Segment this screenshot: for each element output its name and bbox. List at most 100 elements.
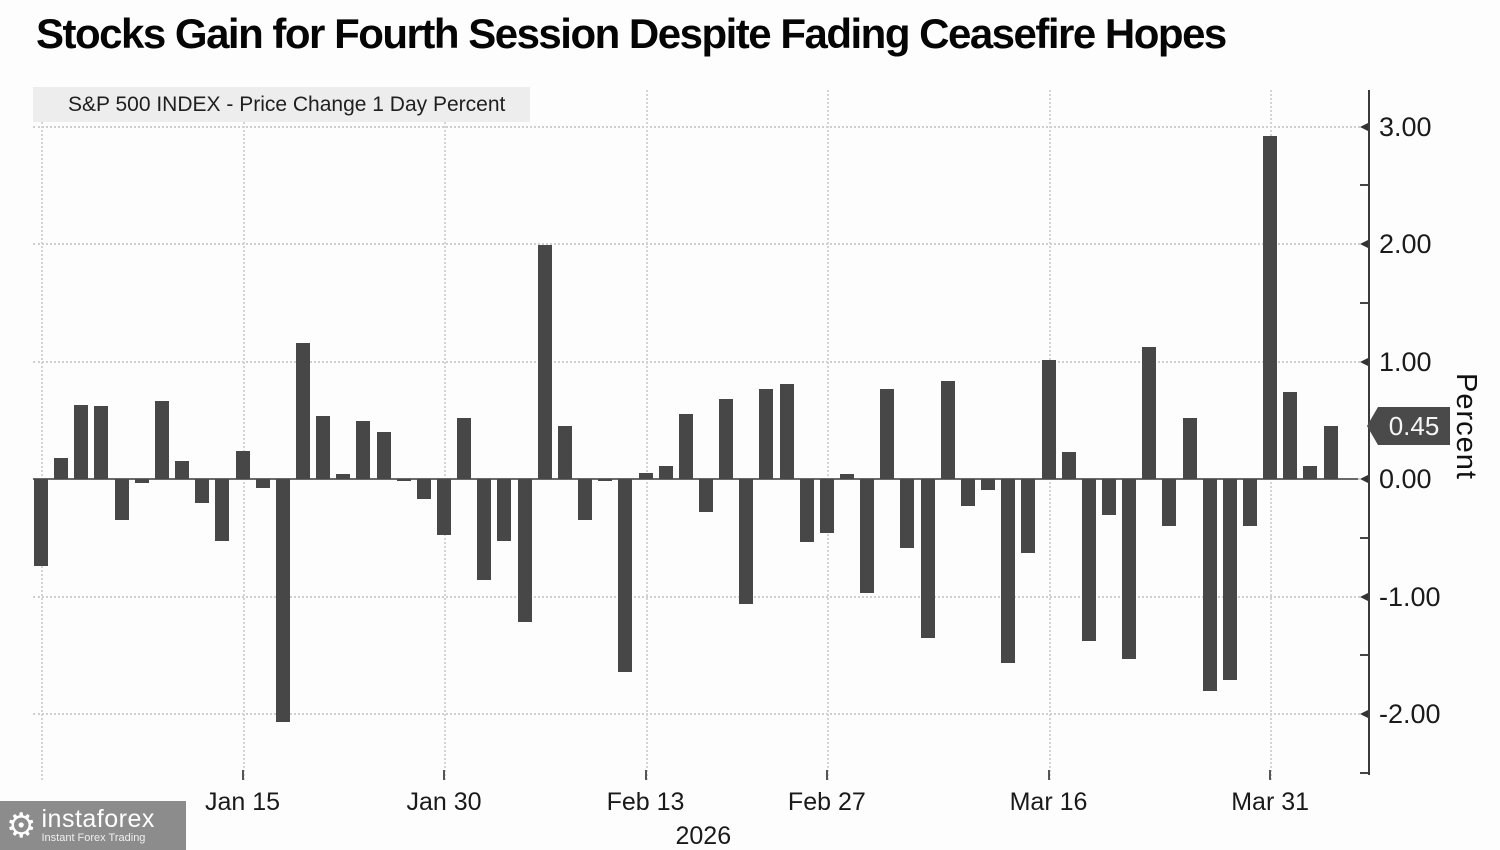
bar [739,479,754,604]
y-tick-arrow-icon [1360,239,1370,249]
current-value-badge: 0.45 [1367,407,1451,446]
bar [416,479,431,499]
bar [759,388,774,479]
bar [1142,347,1157,479]
h-gridline [33,360,1368,363]
bar [316,415,331,479]
x-tick [443,770,445,780]
bar [981,479,996,490]
bar [275,479,290,723]
bar [940,381,955,479]
x-axis-tick-label: Mar 31 [1231,788,1310,816]
bar [1041,360,1056,479]
bar [396,479,411,482]
bar [1323,426,1338,479]
bar [215,479,230,542]
y-minor-tick [1360,301,1369,304]
bar [1283,392,1298,479]
x-axis-year-label: 2026 [675,822,732,850]
bar [618,479,633,672]
y-minor-tick [1360,184,1369,187]
bar [900,479,915,549]
x-axis-tick-label: Feb 13 [606,788,685,816]
current-value-text: 0.45 [1378,407,1450,446]
y-tick-arrow-icon [1360,709,1370,719]
bar [235,450,250,479]
bar [799,479,814,543]
bar [356,421,371,479]
bar [537,245,552,479]
watermark-name: instaforex [41,805,155,833]
zero-baseline [33,478,1358,480]
bar [678,414,693,479]
bar [1021,479,1036,554]
h-gridline [33,595,1368,598]
y-tick-arrow-icon [1360,591,1370,602]
x-tick [825,770,828,780]
watermark-tagline: Instant Forex Trading [41,832,146,844]
bar [719,399,734,479]
bar [54,457,69,479]
x-tick [1269,770,1272,780]
bar [477,479,492,581]
v-gridline [444,90,446,780]
bar [1101,479,1116,516]
bar [114,479,129,521]
bar [336,474,351,479]
h-gridline [33,713,1368,715]
v-gridline [645,90,648,780]
v-gridline [41,90,43,780]
y-tick-arrow-icon [1360,356,1370,367]
bar [34,479,48,566]
bar [134,479,149,483]
gear-logo-icon: ⚙ [6,806,37,845]
bar [94,406,109,479]
bar [819,479,834,534]
bar [517,479,532,623]
bar [175,461,190,479]
bar [920,479,935,638]
bar [1263,135,1278,479]
chart-title: Stocks Gain for Fourth Session Despite F… [36,10,1227,57]
bar [880,388,895,479]
bar [557,426,572,479]
bar [1122,479,1137,659]
bar [638,473,653,479]
y-tick-arrow-icon [1360,474,1370,484]
legend-label: S&P 500 INDEX - Price Change 1 Day Perce… [68,92,506,116]
y-axis-tick-label: -2.00 [1379,699,1441,729]
y-axis-tick-label: 2.00 [1379,229,1432,259]
bar [195,479,210,503]
y-minor-tick [1360,536,1369,539]
bar [154,401,169,479]
bar [578,479,593,521]
bar [1061,451,1076,479]
x-axis-tick-label: Mar 16 [1009,788,1088,816]
x-tick [1047,770,1050,780]
bar [1162,479,1177,526]
bar [960,479,975,507]
bar [457,417,472,479]
y-tick-arrow-icon [1360,121,1370,132]
bar [860,479,875,593]
bar [295,342,310,479]
bar [1081,479,1096,642]
bar [255,479,270,489]
y-axis-tick-label: 1.00 [1379,346,1432,377]
h-gridline [33,125,1368,128]
bar [698,479,713,512]
y-axis-tick-label: 0.00 [1379,464,1432,494]
bar [1182,417,1197,479]
x-tick [241,770,244,780]
x-axis-tick-label: Jan 30 [406,788,482,816]
instaforex-watermark: ⚙ instaforex Instant Forex Trading [0,801,186,850]
bar [497,479,512,542]
bar [376,432,391,479]
x-axis-tick-label: Feb 27 [787,788,866,816]
y-minor-tick [1360,771,1369,774]
bar [1222,479,1237,680]
bar [1202,479,1217,691]
bar [437,479,451,536]
